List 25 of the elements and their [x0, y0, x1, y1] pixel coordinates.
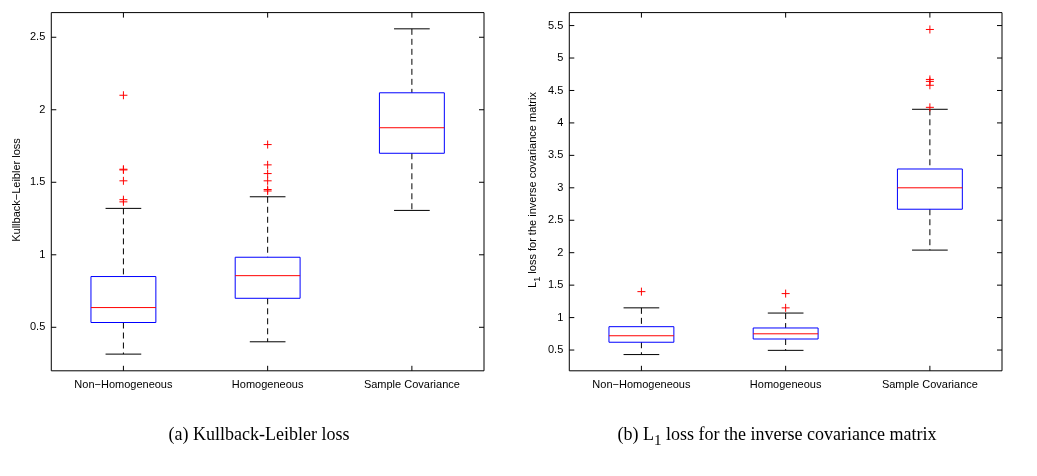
y-axis-title: Kullback−Leibler loss — [10, 138, 22, 242]
y-tick-label: 1 — [39, 247, 46, 260]
y-tick-label: 2 — [39, 102, 46, 115]
x-tick-label: Homogeneous — [749, 378, 822, 391]
y-tick-label: 2.5 — [547, 213, 564, 226]
y-tick-label: 1.5 — [547, 278, 564, 291]
x-tick-label: Sample Covariance — [363, 378, 460, 391]
y-tick-label: 5.5 — [547, 18, 564, 31]
x-tick-label: Non−Homogeneous — [74, 378, 173, 391]
y-tick-label: 1.5 — [29, 175, 46, 188]
x-tick-label: Homogeneous — [231, 378, 304, 391]
x-tick-label: Non−Homogeneous — [592, 378, 691, 391]
y-tick-label: 0.5 — [29, 320, 46, 333]
y-tick-label: 4 — [557, 115, 564, 128]
y-tick-label: 1 — [557, 310, 564, 323]
y-tick-label: 2 — [557, 245, 564, 258]
y-tick-label: 0.5 — [547, 343, 564, 356]
y-tick-label: 3.5 — [547, 148, 564, 161]
text: (b) L$_{1}$ loss for the inverse covariance matrix — [616, 424, 938, 449]
y-tick-label: 3 — [557, 180, 564, 193]
text: (a) Kullback-Leibler loss — [167, 424, 351, 445]
y-tick-label: 2.5 — [29, 30, 46, 43]
y-tick-label: 4.5 — [547, 83, 564, 96]
y-tick-label: 5 — [557, 51, 564, 64]
x-tick-label: Sample Covariance — [881, 378, 978, 391]
